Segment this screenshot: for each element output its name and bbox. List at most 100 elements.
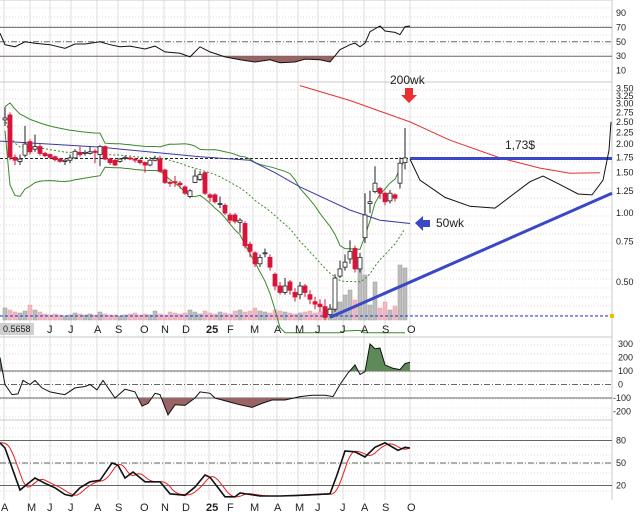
candle [132, 158, 138, 161]
candle [212, 194, 218, 203]
cci-tick-label: 300 [618, 339, 633, 349]
price-tick-label: 1.50 [616, 168, 634, 178]
volume-bar [92, 314, 98, 321]
cup-handle-projection [409, 121, 612, 209]
candle [292, 292, 298, 298]
candle [217, 203, 223, 205]
volume-bar [122, 314, 128, 321]
volume-bar [362, 274, 368, 321]
left-arrow-icon [415, 216, 430, 231]
volume-bar [382, 301, 388, 321]
stoch-k-line [0, 441, 411, 498]
candle [82, 151, 88, 154]
month-label: A [361, 324, 369, 336]
candle [72, 150, 78, 159]
candle [182, 186, 188, 194]
cci-panel [0, 343, 612, 416]
price-tick-label: 2.50 [616, 117, 634, 127]
candle [2, 117, 8, 121]
candle [372, 182, 378, 193]
candle [287, 281, 293, 291]
candle [157, 158, 163, 172]
candle [342, 261, 348, 268]
candle [172, 181, 178, 184]
candle [272, 273, 278, 287]
candle [202, 172, 208, 194]
candle [362, 214, 368, 239]
candle [167, 182, 173, 184]
volume-bar [187, 309, 193, 321]
candle [312, 301, 318, 305]
stoch-tick-label: 80 [616, 436, 626, 446]
candle [112, 159, 118, 166]
price-tick-label: 2.25 [616, 127, 634, 137]
volume-bar [2, 307, 8, 321]
volume-bar [292, 313, 298, 321]
month-label: A [361, 502, 369, 514]
rsi-line [0, 25, 411, 64]
rsi-panel [0, 25, 612, 64]
cci-tick-label: -100 [613, 393, 631, 403]
candle [137, 159, 143, 163]
volume-bar [387, 309, 393, 321]
volume-bar [32, 309, 38, 321]
cci-tick-label: 100 [618, 366, 633, 376]
candle [152, 158, 158, 161]
rsi-tick-label: 50 [616, 37, 626, 47]
volume-bar [27, 304, 33, 321]
volume-bar [147, 314, 153, 321]
candle [107, 158, 113, 163]
price-tick-label: 1.00 [616, 208, 634, 218]
volume-bar [112, 314, 118, 321]
volume-bar [377, 307, 383, 321]
month-label: S [115, 502, 122, 514]
month-label: D [182, 324, 190, 336]
candle [232, 214, 238, 222]
candle [37, 146, 43, 154]
candle [7, 114, 13, 158]
month-label: J [340, 324, 346, 336]
month-label: J [315, 502, 321, 514]
candle [332, 277, 338, 310]
month-label: A [274, 324, 282, 336]
volume-bar [52, 313, 58, 321]
stochastic-panel [0, 440, 612, 498]
price-tick-label: 3.50 [616, 83, 634, 93]
volume-bar [117, 315, 123, 321]
candle [317, 303, 323, 308]
bollinger-lower [4, 130, 405, 334]
cci-tick-label: 200 [618, 353, 633, 363]
candle [262, 252, 268, 255]
volume-bar [102, 313, 108, 321]
price-tick-label: 2.00 [616, 139, 634, 149]
month-label: F [227, 324, 234, 336]
month-label: M [250, 502, 259, 514]
volume-bar [77, 313, 83, 321]
candle [397, 162, 403, 184]
volume-bar [62, 315, 68, 321]
month-label: F [227, 502, 234, 514]
volume-bar [197, 313, 203, 321]
candle [382, 192, 388, 203]
price-marker [610, 314, 614, 318]
cci-line [0, 343, 411, 416]
volume-bar [87, 313, 93, 321]
bollinger-middle [4, 117, 406, 283]
candle [27, 141, 33, 153]
candle [347, 250, 353, 260]
candle [87, 151, 93, 154]
candle [322, 306, 328, 318]
month-label: J [340, 502, 346, 514]
candle [127, 157, 133, 160]
candle [12, 156, 18, 161]
last-price-box [0, 323, 34, 335]
month-label: O [140, 502, 149, 514]
month-label: A [94, 502, 102, 514]
month-label: J [47, 502, 53, 514]
candle [237, 219, 243, 223]
candle [307, 294, 313, 300]
volume-bar [67, 314, 73, 321]
candle [17, 158, 23, 162]
month-label: 25 [206, 502, 218, 514]
rsi-tick-label: 90 [616, 8, 626, 18]
